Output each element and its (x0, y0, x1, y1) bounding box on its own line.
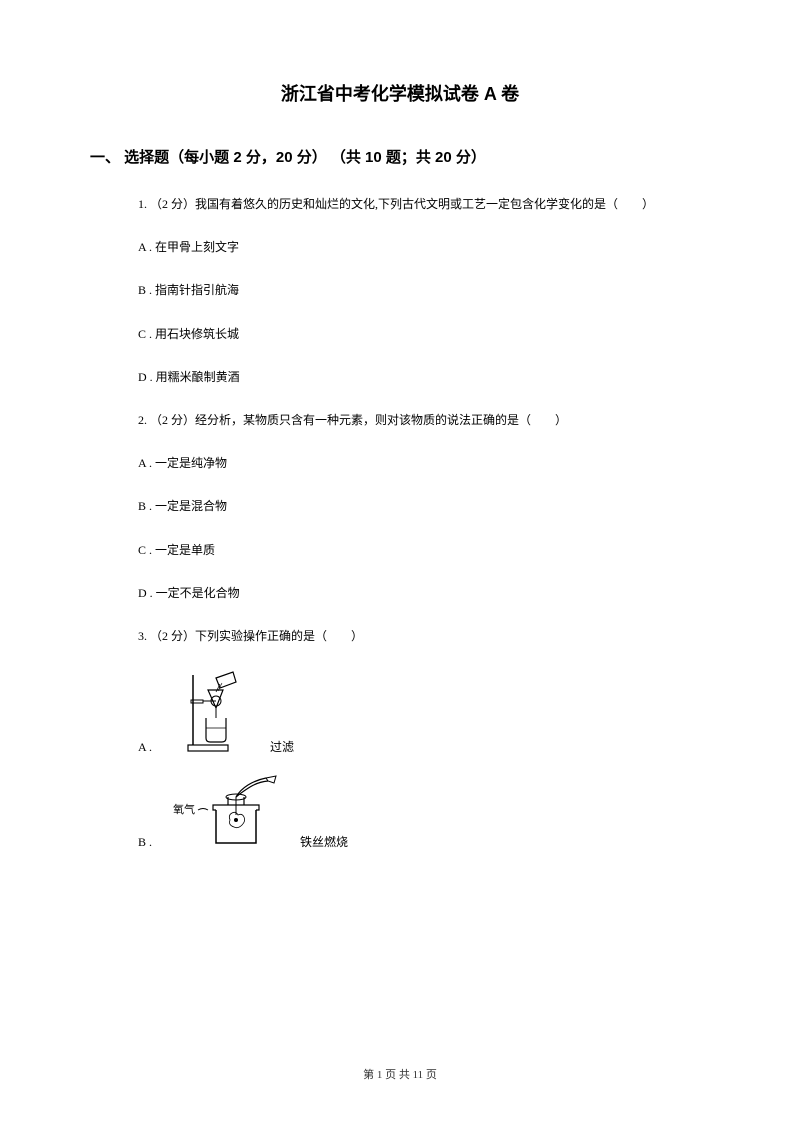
q1-option-a: A . 在甲骨上刻文字 (138, 238, 710, 257)
q1-option-c: C . 用石块修筑长城 (138, 325, 710, 344)
question-2: 2. （2 分）经分析，某物质只含有一种元素，则对该物质的说法正确的是（ ） (138, 411, 710, 430)
q3-a-letter: A . (138, 740, 152, 755)
filtration-diagram-icon (168, 670, 258, 755)
question-3: 3. （2 分）下列实验操作正确的是（ ） (138, 627, 710, 646)
q3-b-label: 铁丝燃烧 (300, 833, 348, 850)
q3-option-a: A . 过滤 (138, 670, 710, 755)
q2-option-b: B . 一定是混合物 (138, 497, 710, 516)
section-header: 一、 选择题（每小题 2 分，20 分） （共 10 题；共 20 分） (90, 146, 710, 167)
q1-option-b: B . 指南针指引航海 (138, 281, 710, 300)
question-1: 1. （2 分）我国有着悠久的历史和灿烂的文化,下列古代文明或工艺一定包含化学变… (138, 195, 710, 214)
q2-option-c: C . 一定是单质 (138, 541, 710, 560)
q3-a-label: 过滤 (270, 738, 294, 755)
page-title: 浙江省中考化学模拟试卷 A 卷 (90, 80, 710, 106)
page-footer: 第 1 页 共 11 页 (0, 1066, 800, 1082)
oxygen-label: 氧气 (173, 802, 195, 816)
q2-option-a: A . 一定是纯净物 (138, 454, 710, 473)
q3-b-letter: B . (138, 835, 152, 850)
iron-burning-diagram-icon: 氧气 (168, 775, 288, 850)
q3-option-b: B . 氧气 铁丝燃烧 (138, 775, 710, 850)
q2-option-d: D . 一定不是化合物 (138, 584, 710, 603)
q1-option-d: D . 用糯米酿制黄酒 (138, 368, 710, 387)
